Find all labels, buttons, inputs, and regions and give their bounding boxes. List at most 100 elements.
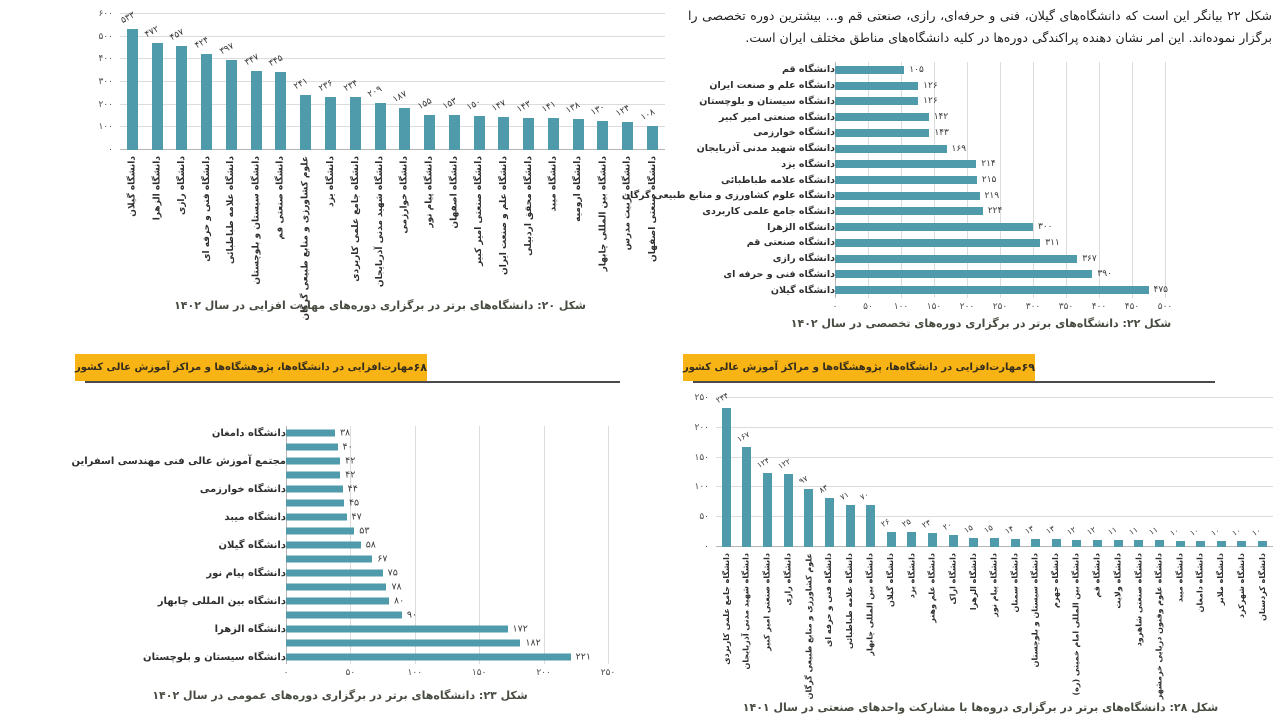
category-label-text: دانشگاه یزد xyxy=(906,553,916,599)
category-label-text: دانشگاه بین المللی چابهار xyxy=(597,156,608,272)
banner-title: مهارت‌افزایی در دانشگاه‌ها، پژوهشگاه‌ها … xyxy=(75,354,414,381)
category-label: دانشگاه الزهرا xyxy=(214,623,286,635)
bar-track: ۸۰ xyxy=(286,594,608,608)
gridline xyxy=(716,397,1273,398)
figure-23-chart: دانشگاه دامغان ۳۸ ۴۰ مجتمع آموزش عالی فنی م… xyxy=(71,426,638,696)
bar-value-label: ۴۲ xyxy=(345,469,356,481)
bar xyxy=(286,569,383,577)
bar xyxy=(1031,539,1041,547)
x-tick-label: ۱۰۰ xyxy=(407,668,423,678)
bar-value-label: ۲۳ xyxy=(920,518,933,531)
bar-value-label: ۵۳ xyxy=(359,525,370,537)
category-label: دانشگاه پیام نور xyxy=(417,153,442,295)
banner-shadow-line-left xyxy=(85,381,620,383)
bar-row: مجتمع آموزش عالی فنی مهندسی اسفراین ۴۲ xyxy=(71,454,608,468)
category-label-text: دانشگاه سمنان xyxy=(1010,553,1020,613)
category-label: دانشگاه علامه طباطبائی xyxy=(219,153,244,295)
bar-value-label: ۱۱ xyxy=(1127,525,1140,538)
bar-value-label: ۱۰ xyxy=(1188,525,1201,539)
category-label-text: دانشگاه اصفهان xyxy=(449,156,460,229)
bar xyxy=(286,611,402,619)
bar xyxy=(286,457,341,465)
bar xyxy=(835,144,947,153)
bar xyxy=(646,125,658,150)
bar-track: ۱۲۶ xyxy=(835,78,1165,94)
bar xyxy=(286,625,508,633)
category-label: مجتمع آموزش عالی فنی مهندسی اسفراین xyxy=(71,455,286,467)
bar-value-label: ۱۴ xyxy=(1003,523,1016,536)
bar xyxy=(250,71,262,150)
bar xyxy=(835,81,919,90)
category-label-text: دانشگاه کردستان xyxy=(1257,553,1267,621)
category-label: دانشگاه کردستان xyxy=(1252,550,1273,696)
bar-column: ۱۴۱ xyxy=(540,14,566,150)
y-tick-label: ۱۰۰ xyxy=(694,482,709,493)
bar-value-label: ۱۵ xyxy=(982,522,995,536)
bars: ۲۳۴ ۱۶۷ ۱۲۴ ۱۲۲ ۹۷ ۸۳ ۷۱ ۷۰ ۲۶ ۲۵ ۲۳ ۲۰ ۱۵ ۱۵ ۱۴ ۱۳ ۱۳ ۱۲… xyxy=(715,390,1273,547)
category-label-text: علوم کشاورزی و منابع طبیعی گرگان xyxy=(300,156,311,321)
bar-track: ۱۸۲ xyxy=(286,636,608,650)
bar-track: ۴۵ xyxy=(286,496,608,510)
category-label: دانشگاه صنعتی قم xyxy=(269,153,294,295)
category-label: دانشگاه صنعتی شاهرود xyxy=(1129,550,1150,696)
category-label: دانشگاه رازی xyxy=(170,153,195,295)
gridline xyxy=(1000,62,1001,298)
figure-20-caption: شکل ۲۰: دانشگاه‌های برتر در برگزاری دوره… xyxy=(174,299,586,312)
bar xyxy=(286,499,344,507)
bar-value-label: ۳۹۷ xyxy=(218,41,236,58)
bar xyxy=(286,429,335,437)
bar xyxy=(835,191,980,200)
bar-row: دانشگاه سیستان و بلوچستان ۲۲۱ xyxy=(138,650,608,664)
figure-22-chart: دانشگاه قم ۱۰۵ دانشگاه علم و صنعت ایران ۱۲۶… xyxy=(622,62,1272,318)
bar-row: دانشگاه قم ۱۰۵ xyxy=(690,62,1165,78)
bar-value-label: ۲۲۱ xyxy=(575,651,591,663)
bar xyxy=(286,555,373,563)
category-label-text: دانشگاه الزهرا xyxy=(968,553,978,611)
bar-column: ۱۱ xyxy=(1106,398,1129,547)
bar-track: ۹۰ xyxy=(286,608,608,622)
category-label: علوم کشاورزی و منابع طبیعی گرگان xyxy=(799,550,820,699)
y-tick-label: ۵۰ xyxy=(699,512,709,523)
bar-row: دانشگاه شهید مدنی آذربایجان ۱۶۹ xyxy=(690,141,1165,157)
bar-column: ۲۳۴ xyxy=(342,14,368,150)
x-tick-label: ۳۰۰ xyxy=(1025,302,1041,312)
bar-row: ۶۷ xyxy=(138,552,608,566)
bar xyxy=(845,504,855,547)
category-label-text: دانشگاه شهرکرد xyxy=(1236,553,1246,619)
bar-value-label: ۱۰۵ xyxy=(909,64,924,75)
bar xyxy=(1093,539,1103,547)
category-label: دانشگاه صنعتی اصفهان xyxy=(640,153,665,295)
bar-value-label: ۴۵۷ xyxy=(168,27,187,44)
figure-28-chart: ۰ ۵۰ ۱۰۰ ۱۵۰ ۲۰۰ ۲۵۰ ۲۳۴ ۱۶۷ ۱۲۴ ۱۲۲ ۹۷ ۸۳ ۷۱ ۷۰ ۲۶ ۲۵ ۲… xyxy=(688,390,1273,702)
bar xyxy=(225,60,237,150)
bar-value-label: ۲۱۵ xyxy=(981,175,997,185)
bar-track: ۴۴ xyxy=(286,482,608,496)
category-label: دانشگاه پیام نور xyxy=(206,567,286,579)
bar xyxy=(835,65,905,74)
bar xyxy=(1051,539,1061,547)
y-tick-label: ۲۰۰ xyxy=(98,99,113,110)
bar xyxy=(835,270,1093,279)
bar xyxy=(286,485,343,493)
category-label: دانشگاه ارومیه xyxy=(566,153,591,295)
category-label-text: دانشگاه یزد xyxy=(325,156,336,207)
category-label: دانشگاه سیستان و بلوچستان xyxy=(244,153,269,295)
category-label: دانشگاه ولایت xyxy=(1108,550,1129,696)
y-tick-label: ۶۰۰ xyxy=(98,9,113,19)
category-labels: دانشگاه جامع علمی کاربردی دانشگاه شهید مد… xyxy=(716,550,1273,699)
bar xyxy=(948,535,958,547)
category-label: دانشگاه سیستان و بلوچستان xyxy=(1025,550,1046,696)
category-label-text: دانشگاه گیلان xyxy=(886,553,896,607)
bar-track: ۴۰ xyxy=(286,440,608,454)
bar-value-label: ۲۱۴ xyxy=(981,159,996,170)
bar-value-label: ۱۳ xyxy=(1044,524,1057,537)
bar-value-label: ۲۶ xyxy=(879,516,892,529)
category-label-text: دانشگاه الزهرا xyxy=(152,156,163,221)
bar xyxy=(1154,540,1164,547)
bar-column: ۲۰۹ xyxy=(367,14,393,150)
bar-value-label: ۷۸ xyxy=(391,581,402,593)
bar-value-label: ۳۴۵ xyxy=(267,53,286,69)
bar-value-label: ۳۰۰ xyxy=(1038,222,1053,233)
bar-value-label: ۴۲۴ xyxy=(193,35,211,51)
